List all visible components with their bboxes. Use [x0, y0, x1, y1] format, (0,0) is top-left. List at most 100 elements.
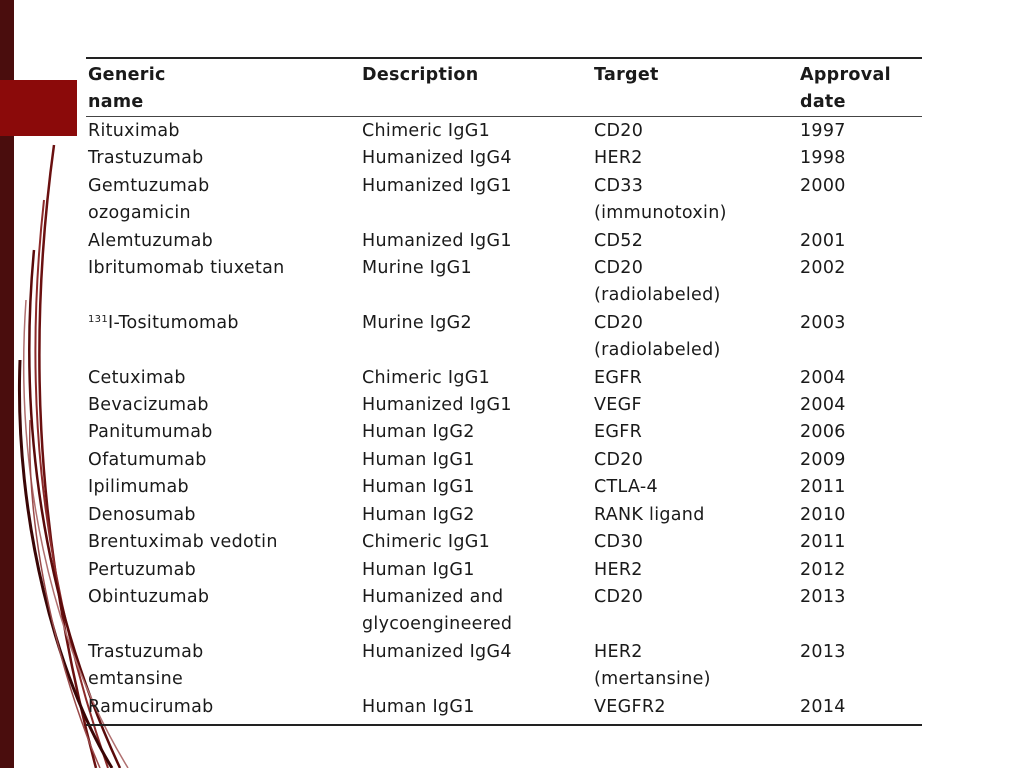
cell-generic-name: Ipilimumab: [86, 474, 360, 501]
cell-target: CD20 (radiolabeled): [594, 312, 721, 361]
generic-name-text: Cetuximab: [88, 367, 186, 388]
table-row: Bevacizumab Humanized IgG1 VEGF 2004: [86, 392, 922, 419]
cell-generic-name: Cetuximab: [86, 365, 360, 392]
cell-description: Humanized IgG1: [362, 230, 512, 251]
generic-name-text: Obintuzumab: [88, 586, 210, 607]
cell-generic-name: Brentuximab vedotin: [86, 529, 360, 556]
cell-description: Humanized IgG4: [362, 148, 512, 169]
table-row: Trastuzumab Humanized IgG4 HER2 1998: [86, 145, 922, 172]
cell-approval-date: 2013: [800, 586, 846, 607]
cell-approval-date: 2000: [800, 175, 846, 196]
table-row: Cetuximab Chimeric IgG1 EGFR 2004: [86, 365, 922, 392]
isotope-superscript: 131: [88, 313, 108, 325]
generic-name-text: Pertuzumab: [88, 559, 196, 580]
cell-target: CD20: [594, 449, 644, 470]
cell-target: EGFR: [594, 367, 643, 388]
cell-description: Humanized IgG1: [362, 175, 512, 196]
table-body: Rituximab Chimeric IgG1 CD20 1997 Trastuzuma…: [86, 117, 922, 726]
cell-description: Murine IgG1: [362, 258, 472, 279]
cell-target: CD52: [594, 230, 644, 251]
generic-name-text: Gemtuzumab ozogamicin: [88, 175, 210, 224]
generic-name-text: I-Tositumomab: [108, 312, 239, 333]
cell-target: CD30: [594, 532, 644, 553]
cell-description: Murine IgG2: [362, 312, 472, 333]
cell-generic-name: Obintuzumab: [86, 584, 360, 639]
cell-generic-name: Rituximab: [86, 117, 360, 146]
header-approval-date: Approval date: [798, 57, 922, 117]
table-row: Ramucirumab Human IgG1 VEGFR2 2014: [86, 693, 922, 726]
cell-generic-name: Ibritumomab tiuxetan: [86, 255, 360, 310]
header-generic-name: Generic name: [86, 57, 360, 117]
table-header: Generic name Description Target Approval…: [86, 57, 922, 117]
cell-generic-name: 131I-Tositumomab: [86, 310, 360, 365]
generic-name-text: Denosumab: [88, 504, 196, 525]
generic-name-text: Ibritumomab tiuxetan: [88, 258, 285, 279]
cell-approval-date: 2012: [800, 559, 846, 580]
cell-generic-name: Trastuzumab emtansine: [86, 639, 360, 694]
cell-target: VEGF: [594, 395, 642, 416]
table-row: Ofatumumab Human IgG1 CD20 2009: [86, 447, 922, 474]
cell-description: Chimeric IgG1: [362, 121, 491, 141]
cell-approval-date: 2013: [800, 641, 846, 662]
table-header-row: Generic name Description Target Approval…: [86, 57, 922, 117]
cell-description: Human IgG1: [362, 477, 475, 498]
cell-generic-name: Pertuzumab: [86, 557, 360, 584]
cell-approval-date: 2014: [798, 693, 922, 726]
slide-accent-block: [0, 80, 77, 136]
cell-approval-date: 1997: [800, 121, 846, 141]
generic-name-text: Panitumumab: [88, 422, 213, 443]
cell-approval-date: 2010: [800, 504, 846, 525]
table-row: 131I-Tositumomab Murine IgG2 CD20 (radiola…: [86, 310, 922, 365]
cell-description: Human IgG2: [362, 422, 475, 443]
antibody-table-container: Generic name Description Target Approval…: [86, 57, 922, 726]
table-row: Ibritumomab tiuxetan Murine IgG1 CD20 (rad…: [86, 255, 922, 310]
generic-name-text: Trastuzumab: [88, 148, 204, 169]
table-row: Pertuzumab Human IgG1 HER2 2012: [86, 557, 922, 584]
cell-generic-name: Panitumumab: [86, 419, 360, 446]
cell-description: Human IgG2: [362, 504, 475, 525]
antibody-table: Generic name Description Target Approval…: [86, 57, 922, 726]
table-row: Alemtuzumab Humanized IgG1 CD52 2001: [86, 228, 922, 255]
cell-target: HER2: [594, 148, 643, 169]
table-row: Obintuzumab Humanized and glycoengineered…: [86, 584, 922, 639]
cell-target: VEGFR2: [592, 693, 798, 726]
cell-description: Human IgG1: [362, 559, 475, 580]
header-description: Description: [360, 57, 592, 117]
cell-description: Humanized IgG1: [362, 395, 512, 416]
cell-target: HER2: [594, 559, 643, 580]
generic-name-text: Bevacizumab: [88, 395, 209, 416]
table-row: Ipilimumab Human IgG1 CTLA-4 2011: [86, 474, 922, 501]
cell-approval-date: 2001: [800, 230, 846, 251]
cell-description: Chimeric IgG1: [362, 532, 491, 553]
cell-target: CD20: [594, 586, 644, 607]
slide-left-bar: [0, 0, 14, 768]
cell-description: Chimeric IgG1: [362, 367, 491, 388]
generic-name-text: Ipilimumab: [88, 477, 189, 498]
table-row: Gemtuzumab ozogamicin Humanized IgG1 CD33 …: [86, 173, 922, 228]
cell-target: CD20: [594, 121, 644, 141]
cell-approval-date: 2004: [800, 367, 846, 388]
cell-generic-name: Denosumab: [86, 502, 360, 529]
generic-name-text: Brentuximab vedotin: [88, 532, 278, 553]
table-row: Trastuzumab emtansine Humanized IgG4 HER2 …: [86, 639, 922, 694]
generic-name-text: Alemtuzumab: [88, 230, 214, 251]
cell-approval-date: 2011: [800, 477, 846, 498]
cell-approval-date: 1998: [800, 148, 846, 169]
cell-target: CD33 (immunotoxin): [594, 175, 727, 224]
cell-description: Human IgG1: [360, 693, 592, 726]
generic-name-text: Rituximab: [88, 121, 180, 141]
generic-name-text: Ofatumumab: [88, 449, 207, 470]
cell-generic-name: Bevacizumab: [86, 392, 360, 419]
cell-target: HER2 (mertansine): [594, 641, 711, 690]
header-target: Target: [592, 57, 798, 117]
cell-description: Humanized IgG4: [362, 641, 512, 662]
cell-description: Humanized and glycoengineered: [362, 586, 513, 635]
cell-target: RANK ligand: [594, 504, 705, 525]
cell-generic-name: Alemtuzumab: [86, 228, 360, 255]
cell-target: CD20 (radiolabeled): [594, 258, 721, 306]
table-row: Rituximab Chimeric IgG1 CD20 1997: [86, 117, 922, 146]
cell-generic-name: Ofatumumab: [86, 447, 360, 474]
cell-approval-date: 2011: [800, 532, 846, 553]
cell-generic-name: Trastuzumab: [86, 145, 360, 172]
cell-target: CTLA-4: [594, 477, 658, 498]
